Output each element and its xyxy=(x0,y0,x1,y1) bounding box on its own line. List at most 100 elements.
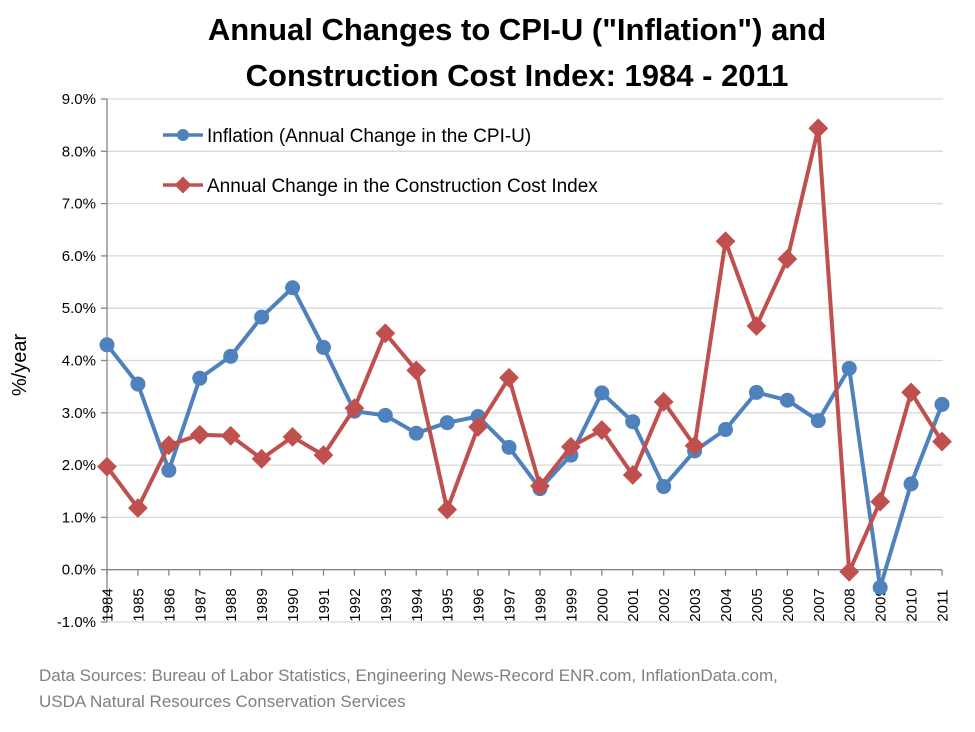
data-point-diamond xyxy=(282,426,303,447)
x-axis-tick-label: 2005 xyxy=(749,588,766,621)
y-axis-tick-label: 6.0% xyxy=(62,248,96,265)
x-axis-tick-label: 1998 xyxy=(532,588,549,621)
data-point-circle xyxy=(161,462,177,478)
x-axis-tick-label: 1990 xyxy=(285,588,302,621)
x-axis-tick-label: 1999 xyxy=(563,588,580,621)
x-axis-tick-label: 2006 xyxy=(780,588,797,621)
series-inflation xyxy=(99,280,950,595)
data-point-circle xyxy=(439,415,455,431)
data-point-diamond xyxy=(653,391,674,412)
data-point-circle xyxy=(810,413,826,429)
y-axis-title: %/year xyxy=(9,334,31,397)
y-axis-tick-label: 1.0% xyxy=(62,509,96,526)
legend-item-construction[interactable]: Annual Change in the Construction Cost I… xyxy=(163,176,598,197)
data-point-diamond xyxy=(313,445,334,466)
data-point-diamond xyxy=(591,420,612,440)
data-point-diamond xyxy=(839,561,860,582)
legend-marker-circle-icon xyxy=(177,129,189,141)
data-point-circle xyxy=(625,414,641,430)
x-axis-tick-label: 1994 xyxy=(409,588,426,621)
x-axis-tick-label: 1984 xyxy=(100,588,117,621)
y-axis-tick-labels: -1.0% 0.0% 1.0% 2.0% 3.0% 4.0% 5.0% 6.0% 7.0% 8.0… xyxy=(57,91,96,631)
y-axis-tick-label: -1.0% xyxy=(57,614,96,631)
data-point-circle xyxy=(903,476,919,492)
data-sources-note: Data Sources: Bureau of Labor Statistics… xyxy=(39,666,778,711)
y-axis-tick-label: 4.0% xyxy=(62,353,96,370)
data-point-diamond xyxy=(220,425,241,446)
x-axis-tick-label: 1995 xyxy=(440,588,457,621)
chart-title-line-1: Annual Changes to CPI-U ("Inflation") an… xyxy=(208,12,826,47)
y-axis-tick-label: 9.0% xyxy=(62,91,96,108)
x-axis-tick-label: 1993 xyxy=(378,588,395,621)
x-axis-tick-label: 2004 xyxy=(718,588,735,621)
data-point-diamond xyxy=(468,417,489,437)
data-point-circle xyxy=(934,396,950,412)
y-axis-tick-label: 0.0% xyxy=(62,562,96,579)
source-line-1: Data Sources: Bureau of Labor Statistics… xyxy=(39,666,778,685)
data-point-diamond xyxy=(622,465,643,485)
data-point-circle xyxy=(408,425,424,441)
legend-label-construction: Annual Change in the Construction Cost I… xyxy=(207,176,598,197)
data-point-circle xyxy=(501,439,517,455)
data-point-diamond xyxy=(870,491,891,512)
data-point-circle xyxy=(594,385,610,401)
data-point-diamond xyxy=(375,323,396,344)
gridlines xyxy=(107,98,943,623)
x-axis-tick-label: 2008 xyxy=(842,588,859,621)
data-point-circle xyxy=(841,360,857,376)
data-point-diamond xyxy=(344,398,365,418)
data-point-circle xyxy=(748,384,764,400)
x-axis-tick-label: 2009 xyxy=(873,588,890,621)
data-point-diamond xyxy=(715,231,736,252)
series-line xyxy=(105,126,944,574)
chart-title: Annual Changes to CPI-U ("Inflation") an… xyxy=(208,12,826,93)
y-axis-tick-label: 5.0% xyxy=(62,300,96,317)
data-point-diamond xyxy=(932,431,952,452)
data-point-diamond xyxy=(560,436,581,457)
x-axis-tick-label: 1996 xyxy=(471,588,488,621)
x-axis-tick-label: 1988 xyxy=(223,588,240,621)
data-point-diamond xyxy=(808,118,829,139)
data-point-circle xyxy=(377,407,393,423)
x-axis-tick-label: 1992 xyxy=(347,588,364,621)
series-line xyxy=(105,285,944,590)
x-axis-tick-label: 1991 xyxy=(316,588,333,621)
y-axis-tick-label: 2.0% xyxy=(62,457,96,474)
data-point-diamond xyxy=(158,435,179,456)
data-point-circle xyxy=(315,339,331,355)
x-axis-tick-label: 2001 xyxy=(625,588,642,621)
data-point-diamond xyxy=(530,476,550,496)
data-point-diamond xyxy=(499,367,519,388)
data-point-circle xyxy=(254,309,270,325)
data-point-diamond xyxy=(684,435,705,456)
legend-item-inflation[interactable]: Inflation (Annual Change in the CPI-U) xyxy=(163,126,531,147)
x-axis-tick-label: 1989 xyxy=(254,588,271,621)
data-point-circle xyxy=(872,579,888,595)
data-point-diamond xyxy=(97,456,117,477)
data-point-diamond xyxy=(777,249,798,269)
y-axis-tick-label: 3.0% xyxy=(62,405,96,422)
x-axis-tick-label: 1987 xyxy=(192,588,209,621)
y-axis-tick-label: 8.0% xyxy=(62,143,96,160)
data-point-circle xyxy=(656,479,672,495)
data-point-circle xyxy=(99,337,115,353)
x-axis-tick-label: 2010 xyxy=(904,588,921,621)
x-axis-tick-label: 2003 xyxy=(687,588,704,621)
legend-label-inflation: Inflation (Annual Change in the CPI-U) xyxy=(207,126,531,147)
chart-title-line-2: Construction Cost Index: 1984 - 2011 xyxy=(246,58,789,93)
data-point-diamond xyxy=(746,316,767,336)
data-point-diamond xyxy=(128,498,148,518)
legend-marker-diamond-icon xyxy=(174,176,192,194)
x-axis-tick-labels: 1984 1985 1986 1987 1988 1989 1990 1991 1992 1993… xyxy=(100,588,952,621)
data-point-diamond xyxy=(406,360,427,381)
data-point-circle xyxy=(718,422,734,438)
x-axis-tick-label: 1986 xyxy=(161,588,178,621)
data-point-diamond xyxy=(437,499,458,520)
x-axis-tick-label: 2002 xyxy=(656,588,673,621)
data-point-circle xyxy=(223,348,239,364)
y-axis-tick-label: 7.0% xyxy=(62,196,96,213)
data-point-circle xyxy=(130,376,146,392)
x-axis-tick-label: 1985 xyxy=(130,588,147,621)
